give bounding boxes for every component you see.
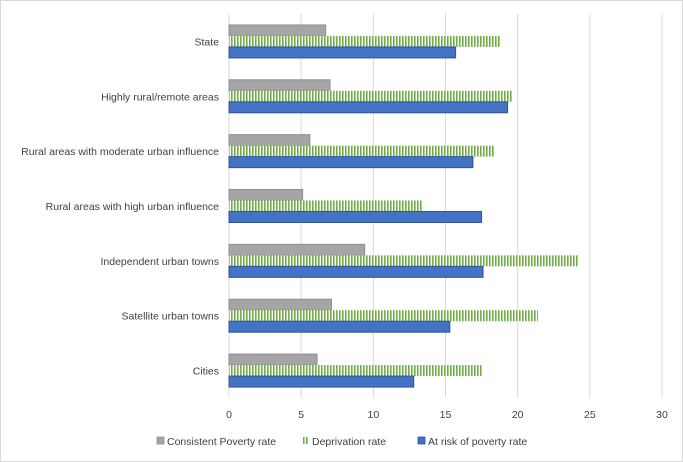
- category-label: Highly rural/remote areas: [101, 91, 219, 103]
- bar-deprivation-rate: [229, 365, 482, 377]
- x-tick-label: 10: [367, 409, 379, 421]
- bar-at-risk-of-poverty-rate: [228, 211, 483, 223]
- x-tick-label: 30: [656, 409, 668, 421]
- legend-swatch: [417, 436, 426, 445]
- bar-consistent-poverty-rate: [228, 134, 311, 147]
- bar-consistent-poverty-rate: [228, 298, 332, 311]
- legend-label: Deprivation rate: [312, 436, 386, 448]
- category-label: Independent urban towns: [100, 256, 219, 268]
- bar-consistent-poverty-rate: [228, 353, 318, 366]
- category-label: Rural areas with moderate urban influenc…: [21, 146, 219, 158]
- bar-deprivation-rate: [229, 310, 538, 322]
- bar-at-risk-of-poverty-rate: [228, 46, 457, 59]
- bar-consistent-poverty-rate: [228, 189, 304, 201]
- legend: Consistent Poverty rate Deprivation rate A…: [156, 436, 527, 448]
- x-tick-label: 25: [584, 409, 596, 421]
- legend-swatch: [156, 436, 165, 445]
- bar-at-risk-of-poverty-rate: [228, 265, 484, 278]
- x-tick-label: 5: [298, 409, 304, 421]
- bar-deprivation-rate: [229, 200, 423, 212]
- bar-at-risk-of-poverty-rate: [228, 320, 451, 333]
- bar-deprivation-rate: [229, 145, 495, 157]
- bar-consistent-poverty-rate: [228, 79, 331, 92]
- legend-item: Deprivation rate: [302, 436, 386, 448]
- x-tick-label: 20: [512, 409, 524, 421]
- category-label: Satellite urban towns: [122, 311, 219, 323]
- bar-deprivation-rate: [229, 255, 579, 267]
- legend-item: At risk of poverty rate: [417, 436, 527, 448]
- x-tick-labels: 0 5 10 15 20 25 30: [226, 409, 668, 421]
- x-tick-label: 15: [440, 409, 452, 421]
- bar-deprivation-rate: [229, 90, 512, 102]
- category-label: State: [194, 36, 219, 48]
- bar-consistent-poverty-rate: [228, 243, 366, 256]
- bar-at-risk-of-poverty-rate: [228, 375, 415, 388]
- category-label: Rural areas with high urban influence: [46, 201, 220, 213]
- legend-label: Consistent Poverty rate: [167, 436, 276, 448]
- legend-item: Consistent Poverty rate: [156, 436, 276, 448]
- category-labels: State Highly rural/remote areas Rural area…: [21, 36, 219, 377]
- bar-consistent-poverty-rate: [228, 24, 327, 37]
- bar-at-risk-of-poverty-rate: [228, 101, 509, 114]
- bar-at-risk-of-poverty-rate: [228, 156, 474, 169]
- category-label: Cities: [193, 366, 219, 378]
- legend-swatch: [302, 437, 309, 444]
- bar-deprivation-rate: [229, 35, 501, 47]
- x-tick-label: 0: [226, 409, 232, 421]
- legend-label: At risk of poverty rate: [428, 436, 527, 448]
- bars: [228, 24, 579, 388]
